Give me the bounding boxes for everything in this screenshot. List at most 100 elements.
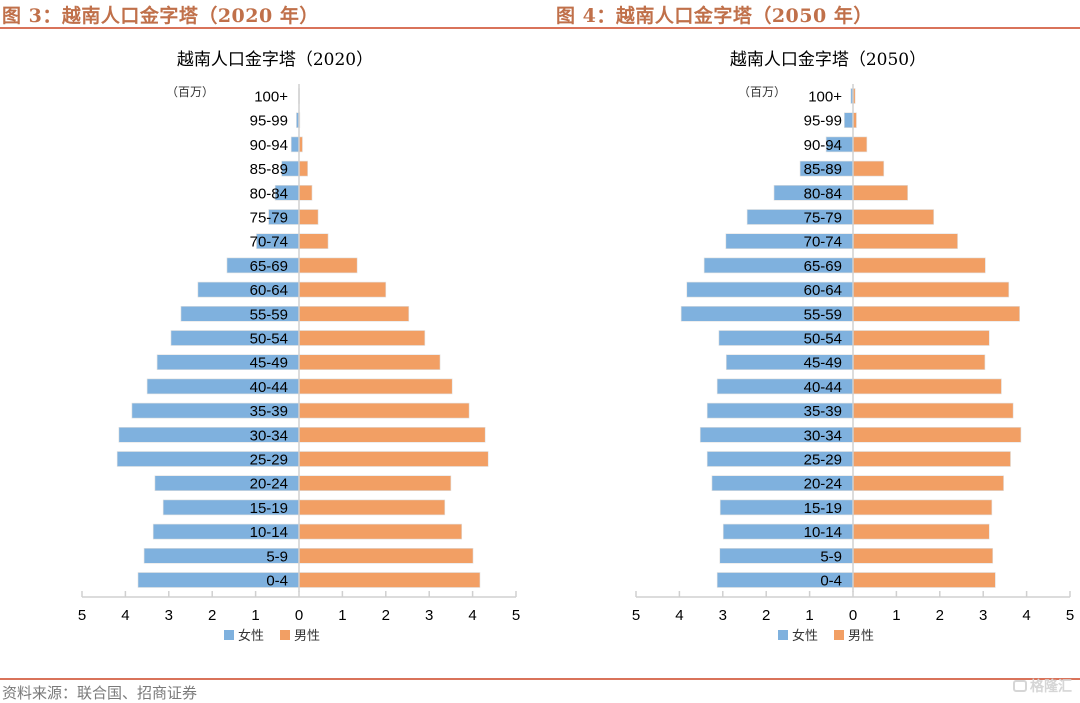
category-label: 35-39 [804, 403, 842, 420]
watermark: 格隆汇 [1013, 676, 1072, 696]
category-label: 40-44 [250, 379, 288, 396]
category-label: 75-79 [250, 210, 288, 227]
category-label: 35-39 [250, 403, 288, 420]
x-tick-label: 3 [979, 607, 987, 624]
bar-male [852, 402, 1014, 419]
watermark-logo-icon [1013, 680, 1027, 692]
legend-swatch-female [778, 630, 788, 640]
bar-male [852, 523, 990, 540]
category-label: 55-59 [250, 306, 288, 323]
category-label: 80-84 [804, 185, 842, 202]
chart-title: 越南人口金字塔（2020） [177, 50, 373, 70]
category-label: 85-89 [804, 161, 842, 178]
category-label: 60-64 [250, 282, 288, 299]
x-tick-label: 0 [849, 607, 857, 624]
bar-male [298, 402, 470, 419]
category-label: 90-94 [804, 137, 842, 154]
x-tick-label: 4 [121, 607, 129, 624]
pyramid-chart-2020: 越南人口金字塔（2020） （百万） 100+ 95-99 90-94 85-89 80-8… [78, 50, 520, 644]
bar-male [298, 160, 308, 177]
category-label: 70-74 [804, 234, 842, 251]
x-tick-label: 5 [632, 607, 640, 624]
x-tick-label: 4 [1022, 607, 1030, 624]
category-label: 65-69 [250, 258, 288, 275]
category-label: 0-4 [266, 573, 288, 590]
category-label: 100+ [254, 89, 288, 106]
legend-label-male: 男性 [848, 629, 874, 644]
bar-male [852, 547, 994, 564]
legend-label-male: 男性 [294, 629, 320, 644]
source-note: 资料来源：联合国、招商证券 [2, 684, 198, 702]
x-tick-label: 1 [892, 607, 900, 624]
chart-title: 越南人口金字塔（2050） [730, 50, 926, 70]
bar-male [298, 281, 387, 298]
category-label: 70-74 [250, 234, 288, 251]
bar-male [852, 499, 993, 516]
category-label: 25-29 [804, 452, 842, 469]
category-label: 95-99 [250, 113, 288, 130]
x-tick-label: 5 [1066, 607, 1074, 624]
bar-male [852, 160, 885, 177]
bar-male [852, 572, 996, 588]
bar-male [298, 354, 441, 371]
footer-rule [0, 678, 1080, 680]
bar-female [290, 136, 300, 153]
x-tick-label: 5 [512, 607, 520, 624]
bar-male [852, 257, 986, 274]
category-label: 40-44 [804, 379, 842, 396]
bar-male [298, 305, 410, 322]
category-label: 30-34 [804, 427, 842, 444]
category-label: 15-19 [804, 500, 842, 517]
category-label: 20-24 [804, 476, 842, 493]
bar-male [852, 475, 1004, 492]
bar-male [298, 547, 474, 564]
figure-4-title: 图 4：越南人口金字塔（2050 年） [556, 5, 873, 27]
category-label: 25-29 [250, 452, 288, 469]
bar-male [298, 451, 489, 467]
bar-male [852, 426, 1022, 443]
bar-male [852, 136, 868, 153]
bar-male [298, 209, 319, 225]
bar-male [852, 378, 1002, 395]
x-tick-label: 2 [208, 607, 216, 624]
category-label: 80-84 [250, 185, 288, 202]
category-label: 15-19 [250, 500, 288, 517]
category-label: 45-49 [250, 355, 288, 372]
x-tick-label: 3 [719, 607, 727, 624]
x-tick-label: 4 [468, 607, 476, 624]
category-label: 75-79 [804, 210, 842, 227]
bar-male [852, 330, 990, 346]
unit-label: （百万） [166, 85, 214, 99]
bar-male [852, 209, 935, 225]
category-label: 50-54 [804, 331, 842, 348]
category-label: 20-24 [250, 476, 288, 493]
figure-3-title: 图 3：越南人口金字塔（2020 年） [2, 5, 319, 27]
bar-male [298, 330, 426, 346]
category-label: 50-54 [250, 331, 288, 348]
bar-male [298, 499, 446, 516]
category-label: 95-99 [804, 113, 842, 130]
legend-swatch-female [224, 630, 234, 640]
bar-female [844, 112, 854, 128]
bar-male [298, 257, 358, 274]
x-tick-label: 2 [762, 607, 770, 624]
x-tick-label: 3 [425, 607, 433, 624]
bar-male [298, 185, 313, 201]
legend-label-female: 女性 [238, 628, 264, 644]
x-tick-label: 4 [675, 607, 683, 624]
bar-male [852, 451, 1011, 467]
legend-swatch-male [280, 630, 290, 640]
category-label: 55-59 [804, 306, 842, 323]
bar-male [298, 378, 453, 395]
x-tick-label: 5 [78, 607, 86, 624]
x-tick-label: 2 [936, 607, 944, 624]
category-label: 5-9 [266, 548, 288, 565]
legend-swatch-male [834, 630, 844, 640]
category-label: 45-49 [804, 355, 842, 372]
category-label: 65-69 [804, 258, 842, 275]
header-rule [0, 27, 1080, 29]
category-label: 10-14 [804, 524, 842, 541]
category-label: 5-9 [820, 548, 842, 565]
bar-male [852, 185, 908, 201]
bar-male [852, 305, 1020, 322]
